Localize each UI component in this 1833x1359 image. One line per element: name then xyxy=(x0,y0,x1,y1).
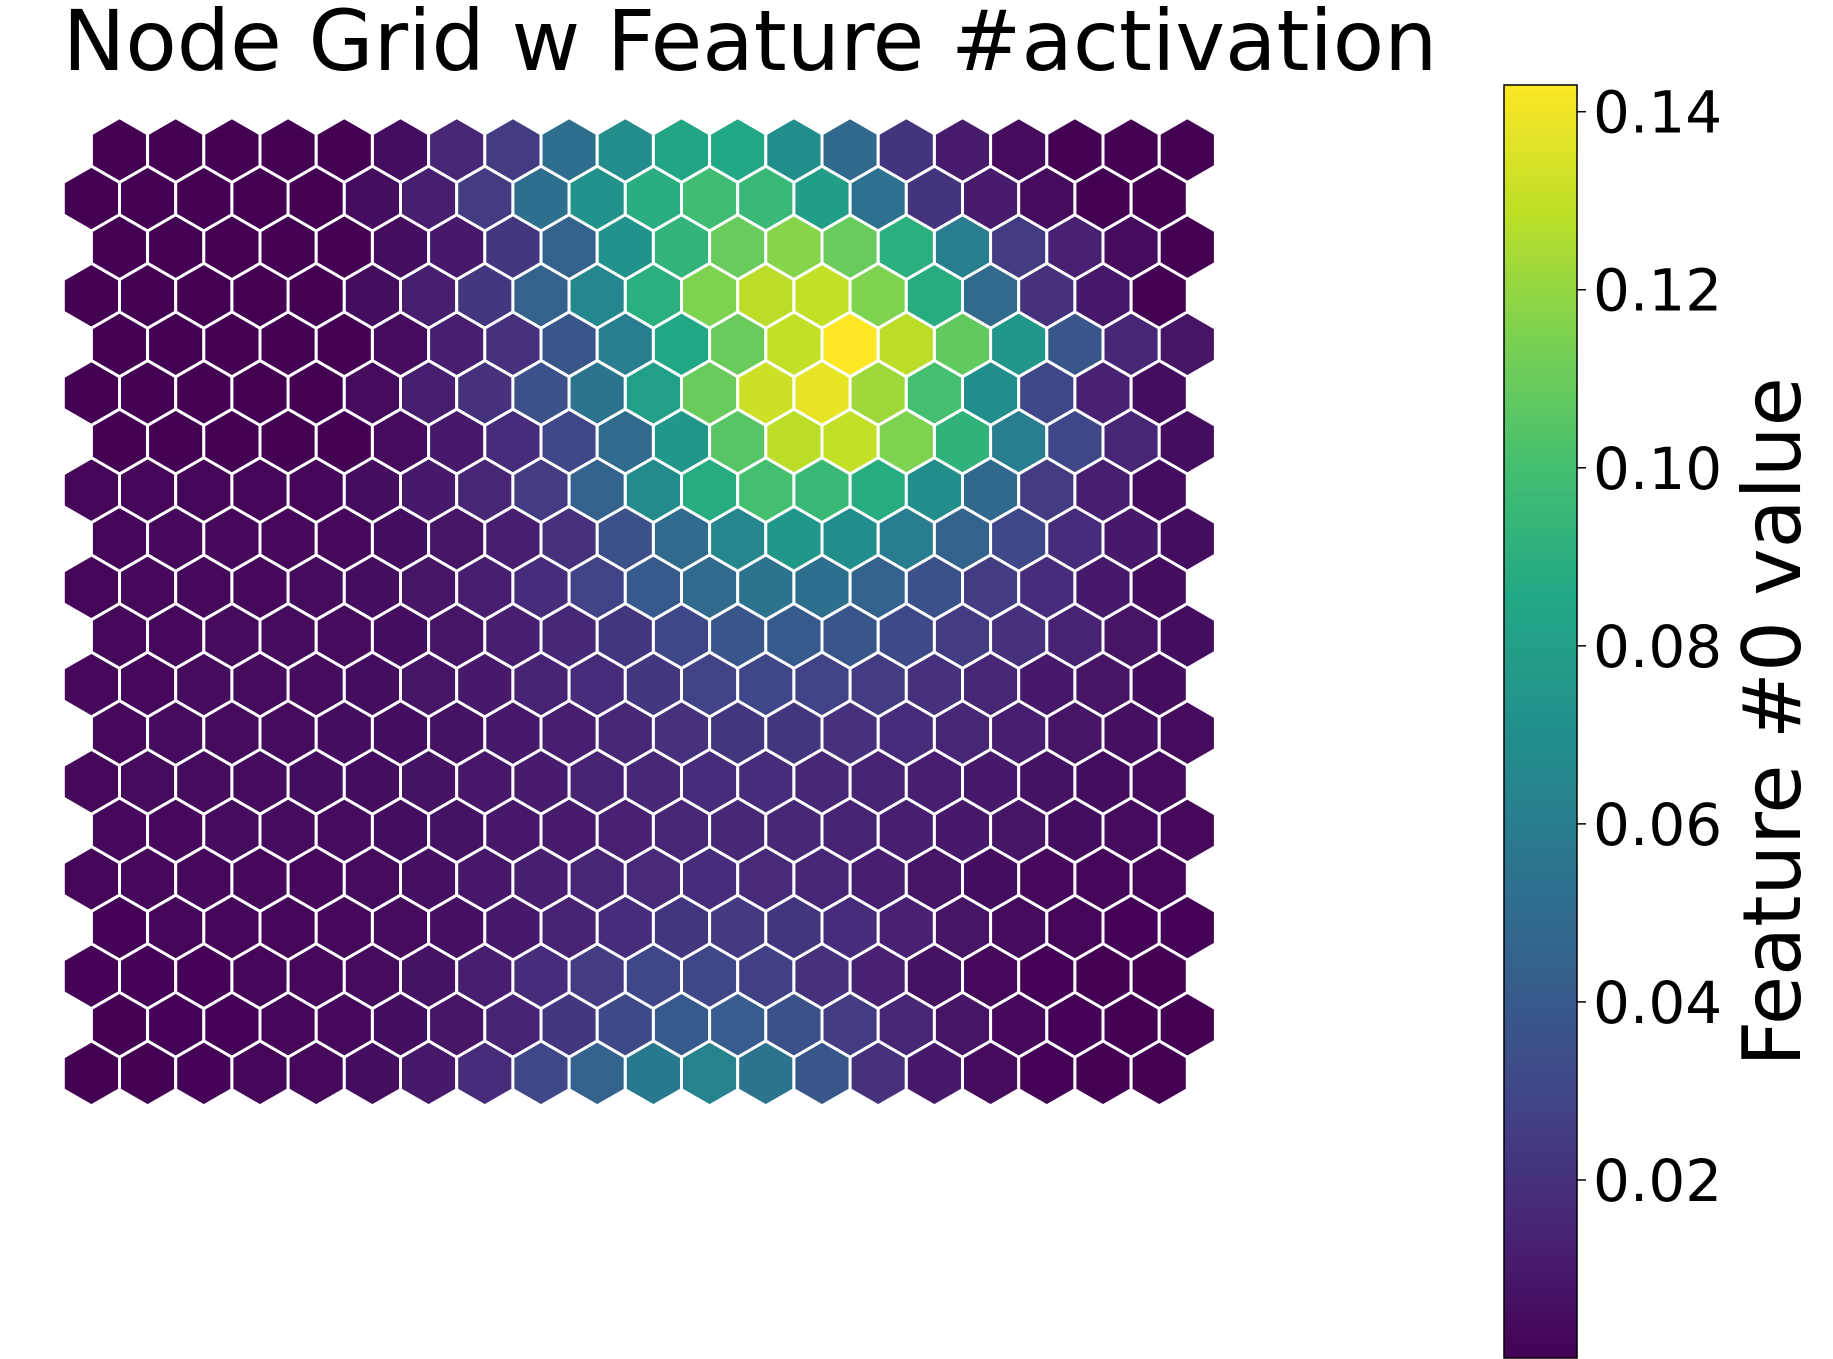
colorbar-tick-label: 0.02 xyxy=(1593,1147,1722,1215)
hex-grid xyxy=(61,115,1217,1108)
colorbar-gradient xyxy=(1503,84,1578,1359)
colorbar-label: Feature #0 value xyxy=(1726,377,1819,1067)
colorbar-tick-label: 0.04 xyxy=(1593,969,1722,1037)
colorbar-tick-label: 0.06 xyxy=(1593,791,1722,859)
colorbar-tick-label: 0.12 xyxy=(1593,257,1722,325)
colorbar-tick-label: 0.10 xyxy=(1593,435,1722,503)
hex-cell xyxy=(1129,1039,1189,1108)
chart-title: Node Grid w Feature #activation xyxy=(62,0,1438,90)
colorbar-tick-label: 0.08 xyxy=(1593,613,1722,681)
colorbar-tick-label: 0.14 xyxy=(1593,79,1722,147)
